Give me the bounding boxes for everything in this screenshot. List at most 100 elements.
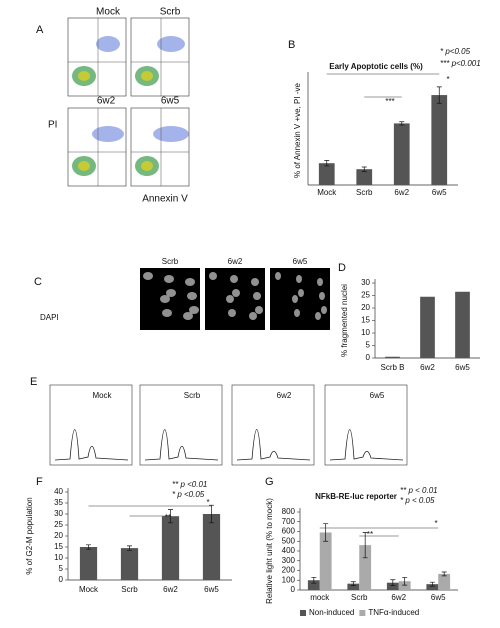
panel-letter: F xyxy=(36,476,43,488)
y-tick-label: 600 xyxy=(282,527,296,536)
nucleus xyxy=(317,278,323,286)
nucleus xyxy=(255,306,263,314)
x-tick-label: 6w5 xyxy=(455,363,470,372)
nucleus xyxy=(251,278,259,286)
panel-letter: D xyxy=(338,262,346,274)
bar xyxy=(356,169,373,185)
nucleus xyxy=(160,295,170,303)
bar xyxy=(385,356,400,358)
y-tick-label: 500 xyxy=(282,536,296,545)
error-bar xyxy=(399,121,405,126)
significance-marker: * xyxy=(446,75,449,84)
stain-label: DAPI xyxy=(40,313,59,322)
nucleus xyxy=(292,295,298,303)
cell-cluster xyxy=(96,36,120,52)
x-tick-label: Scrb xyxy=(356,188,373,197)
bar xyxy=(161,516,180,580)
y-tick-label: 5 xyxy=(366,341,371,350)
microscopy-images xyxy=(140,268,330,330)
panel-letter: A xyxy=(36,24,44,36)
error-bar xyxy=(390,579,396,586)
histogram-frame xyxy=(49,384,133,466)
plot-label: Mock xyxy=(96,7,121,18)
cell-cluster xyxy=(92,126,124,142)
bar xyxy=(426,584,439,590)
histogram-curve xyxy=(236,429,311,461)
cell-cluster xyxy=(157,36,185,52)
x-tick-label: mock xyxy=(310,593,330,602)
y-tick-label: 0 xyxy=(59,575,64,584)
histogram-curve xyxy=(329,429,404,461)
x-tick-label: 6w2 xyxy=(394,188,409,197)
x-tick-label: Scrb B xyxy=(380,363,404,372)
nucleus xyxy=(143,272,153,280)
bar xyxy=(393,123,410,185)
y-tick-label: 20 xyxy=(54,531,63,540)
y-tick-label: 200 xyxy=(282,566,296,575)
y-tick-label: 10 xyxy=(54,553,63,562)
histogram-frame xyxy=(139,384,223,466)
cell-cluster xyxy=(141,161,153,171)
error-bar xyxy=(323,523,329,542)
cell-cluster xyxy=(153,126,189,142)
axis-label: PI xyxy=(48,120,57,131)
y-tick-label: 15 xyxy=(54,542,63,551)
nucleus xyxy=(294,309,300,317)
legend-label: TNFα-induced xyxy=(368,608,419,617)
nucleus xyxy=(230,275,238,283)
bar xyxy=(319,532,332,590)
histogram-label: 6w5 xyxy=(370,391,385,400)
error-bar xyxy=(86,544,91,550)
y-axis-label: % fragmented nuclei xyxy=(340,284,349,357)
x-tick-label: Scrb xyxy=(121,585,138,594)
significance-marker: * xyxy=(206,498,209,507)
nucleus xyxy=(166,289,176,297)
error-bar xyxy=(127,545,132,551)
nucleus xyxy=(226,295,234,303)
flow-plot xyxy=(130,17,190,97)
y-tick-label: 40 xyxy=(54,487,63,496)
cell-cluster xyxy=(78,71,90,81)
bar xyxy=(318,163,335,185)
y-tick-label: 0 xyxy=(366,353,371,362)
y-tick-label: 700 xyxy=(282,517,296,526)
y-tick-label: 5 xyxy=(59,564,64,573)
y-tick-label: 15 xyxy=(361,316,370,325)
error-bar xyxy=(209,504,214,524)
bar xyxy=(438,573,451,590)
histogram-frame xyxy=(231,384,315,466)
nucleus xyxy=(249,312,257,320)
plot-label: 6w2 xyxy=(97,96,116,107)
plot-label: 6w5 xyxy=(161,96,180,107)
error-bar xyxy=(311,576,317,584)
flow-plots xyxy=(67,17,190,187)
flow-plot xyxy=(67,107,127,187)
significance-marker: ** xyxy=(165,513,171,522)
nucleus xyxy=(253,292,261,300)
x-tick-label: 6w5 xyxy=(432,188,447,197)
x-tick-label: 6w5 xyxy=(431,593,446,602)
y-tick-label: 800 xyxy=(282,507,296,516)
x-tick-label: 6w2 xyxy=(420,363,435,372)
bar xyxy=(420,296,435,358)
y-tick-label: 25 xyxy=(54,520,63,529)
error-bar xyxy=(429,581,435,587)
nucleus xyxy=(162,309,172,317)
nucleus xyxy=(319,292,325,300)
chart-title: NFkB-RE-luc reporter xyxy=(315,492,397,501)
legend-swatch xyxy=(300,610,306,616)
legend-swatch xyxy=(359,610,366,616)
y-tick-label: 0 xyxy=(291,585,296,594)
annotation: * p < 0.05 xyxy=(400,496,435,505)
x-tick-label: 6w5 xyxy=(204,585,219,594)
nucleus xyxy=(228,309,236,317)
significance-marker: * xyxy=(434,519,437,528)
histogram-frame xyxy=(324,384,408,466)
y-axis-label: % of G2-M population xyxy=(25,497,34,574)
error-bar xyxy=(361,166,367,172)
axis-label: Annexin V xyxy=(142,194,188,205)
x-tick-label: Mock xyxy=(79,585,99,594)
annotation: * p <0.05 xyxy=(172,490,205,499)
nucleus xyxy=(189,306,199,314)
